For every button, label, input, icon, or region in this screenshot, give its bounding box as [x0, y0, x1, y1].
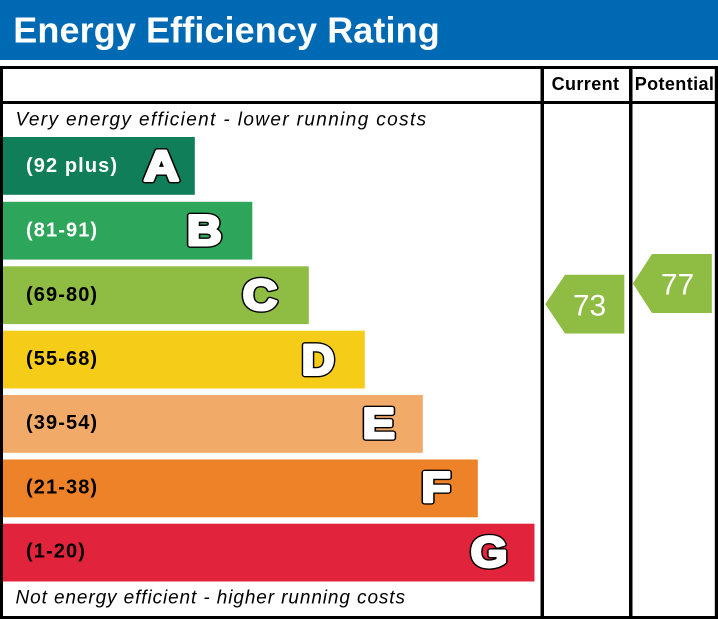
svg-text:Current: Current [552, 74, 620, 94]
svg-text:F: F [422, 463, 451, 511]
svg-text:E: E [363, 400, 395, 448]
svg-text:73: 73 [573, 289, 606, 322]
svg-text:B: B [187, 206, 222, 254]
svg-text:77: 77 [661, 268, 694, 301]
svg-text:(69-80): (69-80) [26, 284, 98, 306]
svg-text:(1-20): (1-20) [26, 540, 86, 562]
svg-text:A: A [144, 141, 179, 190]
svg-text:C: C [243, 270, 277, 318]
svg-text:(39-54): (39-54) [26, 412, 98, 434]
svg-text:(81-91): (81-91) [26, 220, 98, 242]
svg-text:Potential: Potential [635, 74, 715, 94]
svg-text:F: F [422, 463, 451, 511]
svg-text:B: B [187, 206, 222, 254]
svg-text:(21-38): (21-38) [26, 476, 98, 498]
svg-text:D: D [302, 336, 335, 384]
svg-text:G: G [471, 527, 508, 576]
svg-text:(92 plus): (92 plus) [26, 155, 118, 177]
svg-text:G: G [471, 527, 508, 576]
svg-text:Not energy efficient - higher: Not energy efficient - higher running co… [16, 588, 406, 609]
svg-text:E: E [363, 400, 395, 448]
svg-text:A: A [144, 141, 179, 190]
svg-text:C: C [243, 270, 277, 318]
svg-text:Very energy efficient - lower: Very energy efficient - lower running co… [16, 109, 428, 130]
svg-text:Energy Efficiency Rating: Energy Efficiency Rating [13, 9, 440, 50]
svg-text:D: D [302, 336, 335, 384]
svg-text:(55-68): (55-68) [26, 348, 98, 370]
